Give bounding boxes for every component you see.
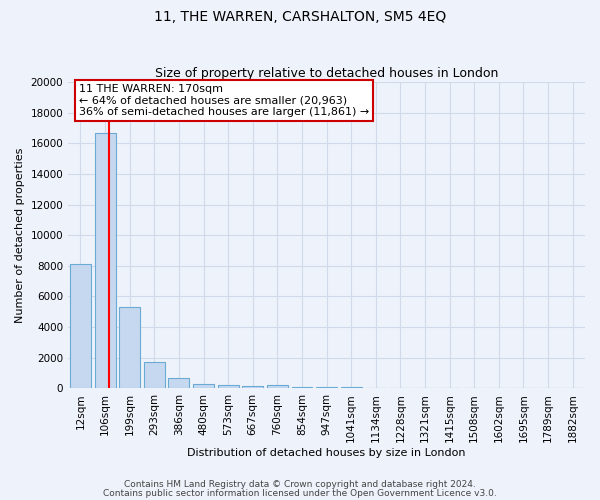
Bar — [119, 307, 140, 388]
Text: Contains public sector information licensed under the Open Government Licence v3: Contains public sector information licen… — [103, 488, 497, 498]
Bar — [95, 132, 116, 388]
X-axis label: Distribution of detached houses by size in London: Distribution of detached houses by size … — [187, 448, 466, 458]
Title: Size of property relative to detached houses in London: Size of property relative to detached ho… — [155, 66, 498, 80]
Bar — [218, 384, 239, 388]
Text: 11 THE WARREN: 170sqm
← 64% of detached houses are smaller (20,963)
36% of semi-: 11 THE WARREN: 170sqm ← 64% of detached … — [79, 84, 369, 117]
Bar — [267, 386, 288, 388]
Bar — [316, 387, 337, 388]
Bar — [144, 362, 165, 388]
Text: 11, THE WARREN, CARSHALTON, SM5 4EQ: 11, THE WARREN, CARSHALTON, SM5 4EQ — [154, 10, 446, 24]
Bar — [242, 386, 263, 388]
Bar — [193, 384, 214, 388]
Y-axis label: Number of detached properties: Number of detached properties — [15, 148, 25, 323]
Bar — [169, 378, 190, 388]
Bar — [292, 387, 313, 388]
Text: Contains HM Land Registry data © Crown copyright and database right 2024.: Contains HM Land Registry data © Crown c… — [124, 480, 476, 489]
Bar — [70, 264, 91, 388]
